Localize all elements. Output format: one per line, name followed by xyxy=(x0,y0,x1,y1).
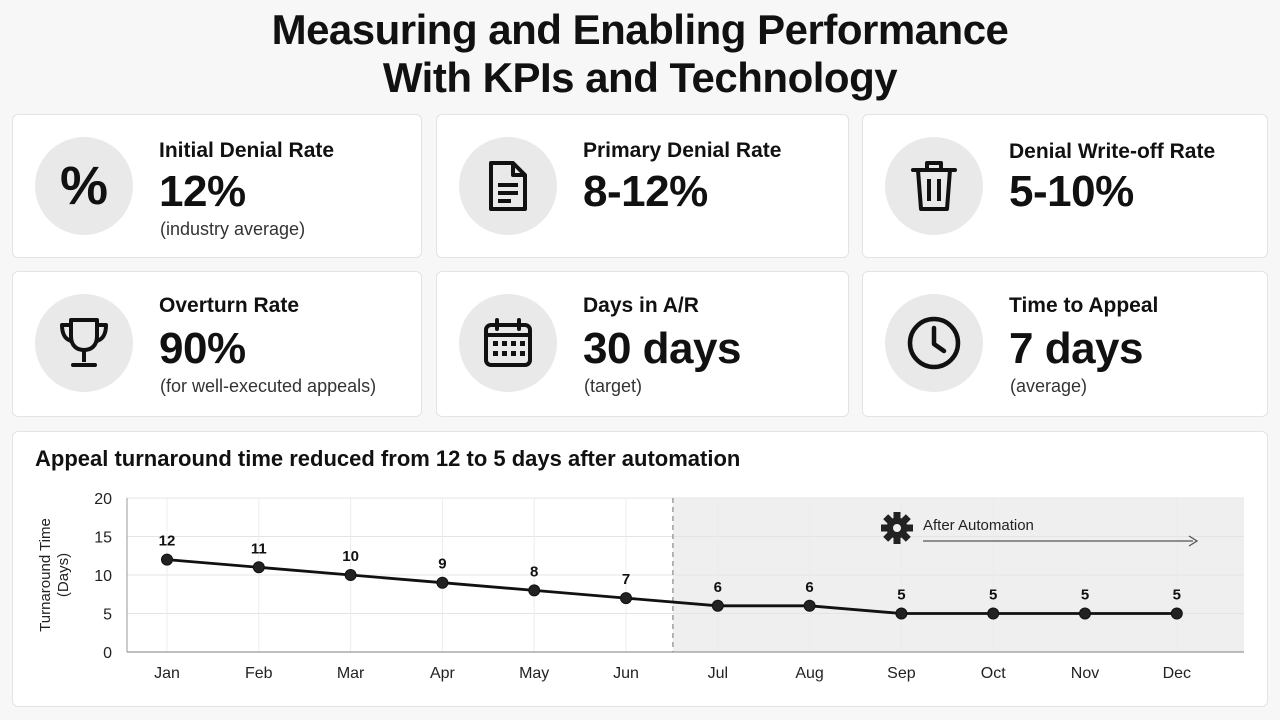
kpi-label: Primary Denial Rate xyxy=(583,139,782,162)
kpi-value: 90% xyxy=(159,324,246,373)
annotation-arrow-head xyxy=(1188,535,1199,547)
kpi-note: (for well-executed appeals) xyxy=(160,376,377,396)
data-point xyxy=(1079,607,1091,620)
kpi-label: Days in A/R xyxy=(583,294,699,317)
x-tick-label: Aug xyxy=(795,665,823,682)
data-label: 9 xyxy=(438,556,446,573)
kpi-card-overturn-rate: Overturn Rate 90% (for well-executed app… xyxy=(12,271,422,417)
title-line-1: Measuring and Enabling Performance xyxy=(271,6,1009,53)
kpi-label: Time to Appeal xyxy=(1009,294,1159,317)
data-point xyxy=(252,561,265,574)
trash-icon-badge xyxy=(885,137,983,235)
data-label: 5 xyxy=(1081,587,1089,604)
chart-title: Appeal turnaround time reduced from 12 t… xyxy=(35,446,741,471)
annotation-label: After Automation xyxy=(923,517,1034,534)
x-tick-label: Nov xyxy=(1071,665,1099,682)
title-line-2: With KPIs and Technology xyxy=(382,54,898,101)
data-point xyxy=(1170,607,1183,620)
series-line xyxy=(166,558,1177,615)
clock-icon-badge xyxy=(885,294,983,392)
kpi-note: (target) xyxy=(584,376,643,396)
x-tick-label: Jul xyxy=(708,665,728,682)
y-tick-label: 15 xyxy=(94,530,112,547)
kpi-label: Overturn Rate xyxy=(159,294,300,317)
calendar-icon xyxy=(484,318,532,367)
percent-icon: % xyxy=(59,156,108,216)
kpi-value: 8-12% xyxy=(583,167,708,216)
data-label: 12 xyxy=(159,533,176,550)
data-point xyxy=(161,553,173,566)
y-tick-label: 10 xyxy=(94,568,112,585)
kpi-card-denial-write-off-rate: Denial Write-off Rate 5-10% xyxy=(862,114,1268,258)
y-tick-label: 0 xyxy=(103,645,112,662)
data-point xyxy=(344,569,357,581)
kpi-card-initial-denial-rate: % Initial Denial Rate 12% (industry aver… xyxy=(12,114,422,258)
gear-icon xyxy=(881,512,913,544)
x-tick-label: Mar xyxy=(337,665,365,682)
data-label: 5 xyxy=(989,587,997,604)
kpi-label: Denial Write-off Rate xyxy=(1009,140,1216,163)
kpi-card-days-in-ar: Days in A/R 30 days (target) xyxy=(436,271,849,417)
kpi-value: 12% xyxy=(159,167,246,216)
kpi-note: (average) xyxy=(1010,376,1088,396)
x-tick-label: Feb xyxy=(245,665,273,682)
page-title: Measuring and Enabling Performance With … xyxy=(0,6,1280,102)
x-tick-label: Apr xyxy=(430,665,456,682)
data-point xyxy=(987,607,1000,620)
y-tick-label: 5 xyxy=(103,607,112,624)
x-tick-label: May xyxy=(519,665,549,682)
data-label: 5 xyxy=(897,587,905,604)
document-icon-badge xyxy=(459,137,557,235)
percent-icon-badge: % xyxy=(35,137,133,235)
trophy-icon-badge xyxy=(35,294,133,392)
data-label: 5 xyxy=(1173,587,1181,604)
trash-icon xyxy=(911,161,957,211)
x-tick-label: Dec xyxy=(1163,665,1191,682)
data-label: 8 xyxy=(530,563,538,580)
y-axis-label: Turnaround Time(Days) xyxy=(37,518,72,632)
calendar-icon-badge xyxy=(459,294,557,392)
kpi-value: 5-10% xyxy=(1009,167,1134,216)
y-tick-label: 20 xyxy=(94,491,112,508)
data-point xyxy=(436,576,449,589)
x-tick-label: Sep xyxy=(887,665,916,682)
data-point xyxy=(803,599,816,612)
x-tick-label: Jun xyxy=(613,665,639,682)
clock-icon xyxy=(907,316,961,370)
trophy-icon xyxy=(60,318,108,367)
data-point xyxy=(620,592,632,605)
data-label: 11 xyxy=(251,540,267,557)
turnaround-line-chart: 0 5 10 15 20 Jan Feb Mar Apr May Jun Jul Aug Sep Oct No… xyxy=(37,491,1244,682)
kpi-value: 7 days xyxy=(1009,324,1143,373)
turnaround-chart-card: Appeal turnaround time reduced from 12 t… xyxy=(12,431,1268,707)
data-label: 10 xyxy=(342,548,359,565)
kpi-note: (industry average) xyxy=(160,219,306,239)
kpi-value: 30 days xyxy=(583,324,741,373)
data-label: 7 xyxy=(622,571,630,588)
kpi-card-primary-denial-rate: Primary Denial Rate 8-12% xyxy=(436,114,849,258)
data-label: 6 xyxy=(805,579,813,596)
data-point xyxy=(528,584,541,597)
data-label: 6 xyxy=(714,579,722,596)
data-point xyxy=(895,607,908,620)
x-tick-label: Oct xyxy=(981,665,1006,682)
x-tick-label: Jan xyxy=(154,665,180,682)
data-point xyxy=(711,599,724,612)
kpi-label: Initial Denial Rate xyxy=(159,139,335,162)
document-icon xyxy=(489,161,527,211)
kpi-card-time-to-appeal: Time to Appeal 7 days (average) xyxy=(862,271,1268,417)
